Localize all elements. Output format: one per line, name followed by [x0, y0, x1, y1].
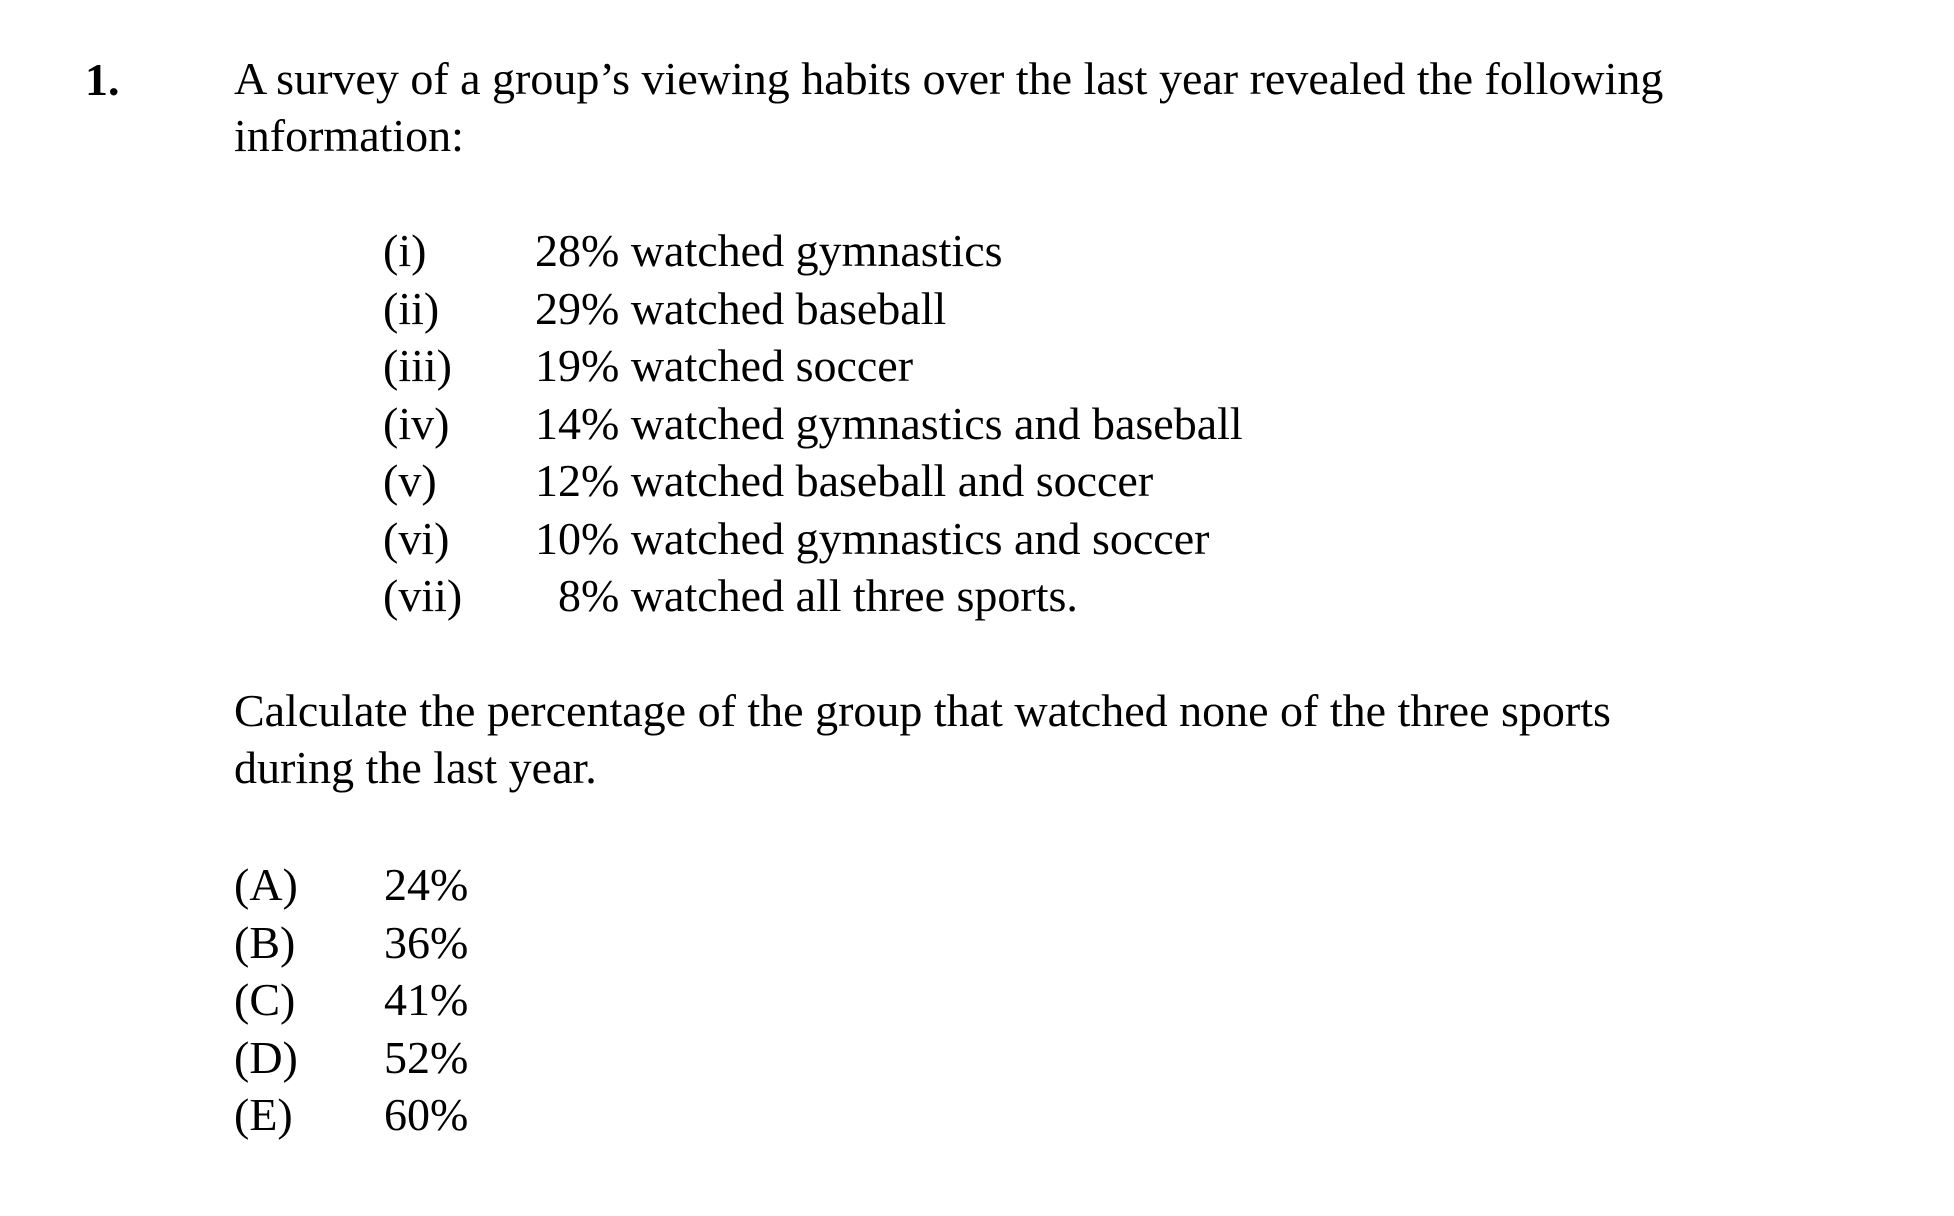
choice-label: (C)	[234, 974, 296, 1025]
fact-item: (vii) 8% watched all three sports.	[383, 567, 1243, 625]
fact-label: (vii)	[383, 570, 463, 621]
prompt-line: Calculate the percentage of the group th…	[234, 685, 1611, 736]
fact-label: (iii)	[383, 340, 452, 391]
stem-line: information:	[234, 110, 464, 161]
prompt-line: during the last year.	[234, 742, 597, 793]
question-number: 1.	[85, 54, 120, 105]
fact-text: 8% watched all three sports.	[535, 570, 1078, 621]
fact-text: 10% watched gymnastics and soccer	[535, 512, 1210, 564]
answer-choices: (A) 24% (B) 36% (C) 41% (D) 52% (E) 60%	[234, 856, 468, 1144]
fact-label: (v)	[383, 455, 437, 506]
choice-label: (D)	[234, 1031, 298, 1083]
answer-choice[interactable]: (A) 24%	[234, 856, 468, 914]
question-stem: A survey of a group’s viewing habits ove…	[234, 50, 1854, 164]
fact-item: (iv) 14% watched gymnastics and baseball	[383, 395, 1243, 453]
answer-choice[interactable]: (E) 60%	[234, 1086, 468, 1144]
answer-choice[interactable]: (C) 41%	[234, 971, 468, 1029]
question-prompt: Calculate the percentage of the group th…	[234, 682, 1854, 796]
fact-label: (vi)	[383, 512, 450, 564]
fact-label: (ii)	[383, 282, 440, 334]
fact-item: (i) 28% watched gymnastics	[383, 222, 1243, 280]
fact-item: (v) 12% watched baseball and soccer	[383, 452, 1243, 510]
fact-item: (iii) 19% watched soccer	[383, 337, 1243, 395]
choice-value: 24%	[384, 859, 469, 910]
choice-label: (E)	[234, 1089, 293, 1140]
choice-label: (B)	[234, 916, 296, 968]
choice-label: (A)	[234, 859, 298, 910]
stem-line: A survey of a group’s viewing habits ove…	[234, 53, 1664, 104]
choice-value: 52%	[384, 1031, 469, 1083]
choice-value: 60%	[384, 1089, 469, 1140]
fact-text: 29% watched baseball	[535, 282, 947, 334]
choice-value: 41%	[384, 974, 469, 1025]
choice-value: 36%	[384, 916, 469, 968]
fact-text: 14% watched gymnastics and baseball	[535, 397, 1243, 449]
fact-text: 19% watched soccer	[535, 340, 914, 391]
answer-choice[interactable]: (D) 52%	[234, 1029, 468, 1087]
fact-item: (vi) 10% watched gymnastics and soccer	[383, 510, 1243, 568]
fact-text: 12% watched baseball and soccer	[535, 455, 1154, 506]
fact-text: 28% watched gymnastics	[535, 225, 1003, 276]
fact-label: (iv)	[383, 397, 450, 449]
fact-label: (i)	[383, 225, 427, 276]
answer-choice[interactable]: (B) 36%	[234, 914, 468, 972]
survey-facts-list: (i) 28% watched gymnastics (ii) 29% watc…	[383, 222, 1243, 625]
fact-item: (ii) 29% watched baseball	[383, 280, 1243, 338]
